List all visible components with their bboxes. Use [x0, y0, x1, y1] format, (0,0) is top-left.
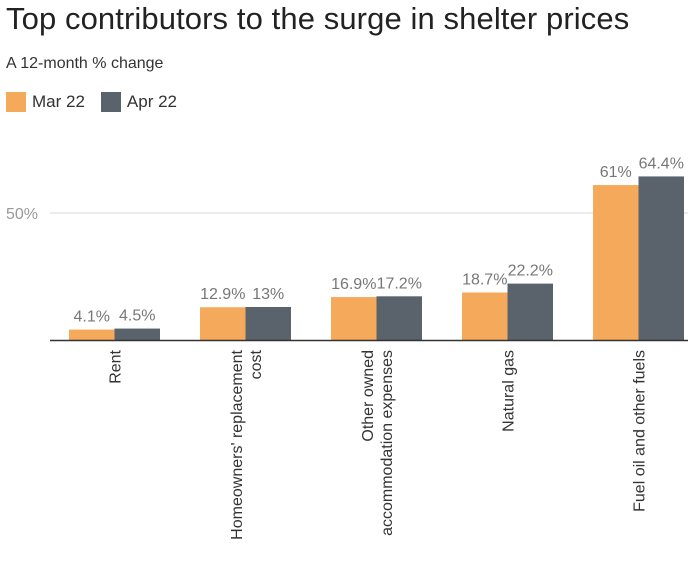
value-label-s1-c1: 13% [252, 286, 284, 303]
value-label-s0-c2: 16.9% [331, 276, 376, 293]
legend-swatch-mar-22 [6, 92, 26, 112]
legend: Mar 22 Apr 22 [6, 92, 193, 112]
x-category-label-3: Natural gas [501, 350, 518, 432]
value-label-s0-c0: 4.1% [74, 309, 110, 326]
bar-s1-c0 [114, 328, 160, 340]
value-label-s1-c0: 4.5% [119, 308, 155, 325]
x-category-label-2: Other owned accommodation expenses [360, 350, 396, 536]
legend-label-mar-22: Mar 22 [32, 92, 85, 111]
value-label-s0-c4: 61% [600, 164, 632, 181]
bar-s0-c2 [331, 297, 377, 340]
bar-s1-c4 [638, 176, 684, 340]
x-category-label-line: Other owned [360, 350, 377, 442]
bar-s1-c2 [376, 296, 422, 340]
x-category-label-line: Natural gas [501, 350, 518, 432]
x-category-label-line: Homeowners' replacement [229, 349, 246, 539]
legend-item-apr-22: Apr 22 [100, 92, 178, 112]
chart-title: Top contributors to the surge in shelter… [6, 1, 630, 36]
bar-s0-c1 [200, 307, 246, 340]
value-label-s0-c3: 18.7% [462, 272, 507, 289]
bar-s1-c3 [507, 283, 553, 340]
legend-item-mar-22: Mar 22 [6, 92, 85, 112]
value-label-s1-c3: 22.2% [508, 263, 553, 280]
x-category-label-0: Rent [108, 349, 125, 383]
chart-subtitle: A 12-month % change [6, 55, 164, 72]
legend-swatch-apr-22 [100, 92, 121, 112]
x-category-label-line: Fuel oil and other fuels [632, 350, 649, 512]
value-label-s1-c4: 64.4% [639, 155, 684, 172]
bar-s1-c1 [245, 306, 291, 340]
x-category-label-line: Rent [108, 349, 125, 383]
x-category-label-4: Fuel oil and other fuels [632, 350, 649, 512]
y-tick-label-0: 50% [6, 206, 38, 223]
x-category-label-line: accommodation expenses [379, 350, 396, 536]
x-category-label-line: cost [248, 349, 265, 379]
value-label-s1-c2: 17.2% [377, 275, 422, 292]
value-label-s0-c1: 12.9% [200, 286, 245, 303]
bar-s0-c3 [462, 292, 508, 340]
bar-s0-c4 [593, 185, 639, 340]
bar-s0-c0 [69, 329, 115, 340]
legend-label-apr-22: Apr 22 [126, 92, 178, 111]
x-category-label-1: Homeowners' replacement cost [229, 349, 265, 539]
